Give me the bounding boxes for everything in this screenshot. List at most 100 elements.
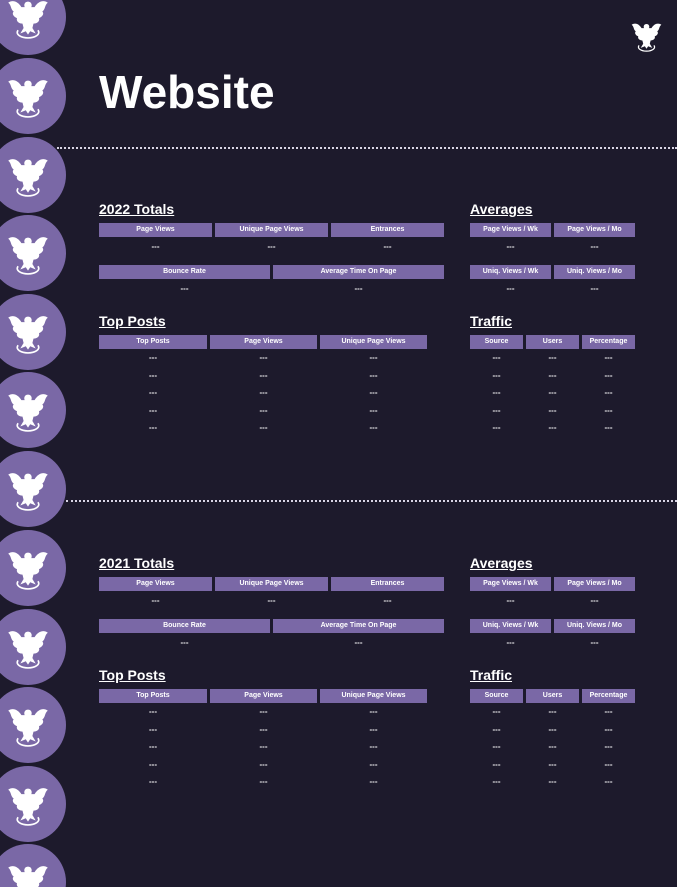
table-header: Uniq. Views / Wk	[470, 265, 551, 279]
table-value: ---	[151, 596, 160, 605]
table-cell: ---	[369, 724, 378, 734]
table-header: Entrances	[331, 223, 444, 237]
table-header: Unique Page Views	[320, 335, 427, 349]
table-cell: ---	[604, 353, 613, 362]
table-cell: ---	[492, 405, 501, 415]
table-value: ---	[590, 596, 599, 605]
table-cell: ---	[492, 759, 501, 769]
table-header: Page Views	[99, 223, 212, 237]
table-cell: ---	[259, 724, 268, 734]
table-value: ---	[506, 638, 515, 647]
table-header: Source	[470, 335, 523, 349]
table-cell: ---	[369, 423, 378, 432]
table-cell: ---	[492, 707, 501, 716]
section-heading: 2021 Totals	[99, 555, 175, 571]
table-value: ---	[506, 284, 515, 293]
table-cell: ---	[149, 370, 157, 380]
table-header: Average Time On Page	[273, 265, 444, 279]
table-cell: ---	[492, 370, 501, 380]
table-cell: ---	[492, 388, 501, 397]
table-cell: ---	[492, 353, 501, 362]
table-cell: ---	[604, 370, 613, 380]
table-cell: ---	[149, 742, 157, 751]
table-cell: ---	[604, 724, 613, 734]
table-cell: ---	[259, 423, 268, 432]
section-heading: Traffic	[470, 667, 513, 683]
table-cell: ---	[548, 777, 557, 786]
table-header: Percentage	[582, 335, 635, 349]
table-cell: ---	[259, 759, 268, 769]
table-header: Page Views / Wk	[470, 577, 551, 591]
section-heading: Top Posts	[99, 667, 166, 683]
side-decoration	[0, 0, 66, 887]
divider	[66, 500, 677, 502]
table-cell: ---	[369, 370, 378, 380]
table-cell: ---	[548, 759, 557, 769]
table-header: Page Views	[210, 335, 317, 349]
table-header: Unique Page Views	[320, 689, 427, 703]
table-value: ---	[590, 284, 599, 293]
table-value: ---	[354, 284, 363, 293]
table-cell: ---	[149, 777, 157, 786]
table-cell: ---	[259, 405, 268, 415]
table-cell: ---	[548, 724, 557, 734]
table-value: ---	[383, 596, 392, 605]
section-heading: 2022 Totals	[99, 201, 175, 217]
table-cell: ---	[548, 353, 557, 362]
table-cell: ---	[548, 388, 557, 397]
table-header: Users	[526, 335, 579, 349]
table-value: ---	[506, 242, 515, 251]
table-cell: ---	[369, 759, 378, 769]
divider	[57, 147, 677, 149]
table-value: ---	[267, 242, 276, 251]
table-cell: ---	[259, 388, 268, 397]
table-header: Users	[526, 689, 579, 703]
table-header: Page Views / Wk	[470, 223, 551, 237]
table-value: ---	[354, 638, 363, 647]
table-header: Percentage	[582, 689, 635, 703]
table-header: Bounce Rate	[99, 265, 270, 279]
table-cell: ---	[369, 777, 378, 786]
table-cell: ---	[604, 759, 613, 769]
table-cell: ---	[149, 759, 157, 769]
table-value: ---	[590, 242, 599, 251]
table-header: Page Views / Mo	[554, 577, 635, 591]
table-header: Uniq. Views / Mo	[554, 265, 635, 279]
table-cell: ---	[548, 707, 557, 716]
table-cell: ---	[149, 405, 157, 415]
table-cell: ---	[149, 353, 157, 362]
table-header: Unique Page Views	[215, 577, 328, 591]
section-heading: Traffic	[470, 313, 513, 329]
table-cell: ---	[149, 724, 157, 734]
table-cell: ---	[604, 405, 613, 415]
table-cell: ---	[548, 742, 557, 751]
table-value: ---	[383, 242, 392, 251]
table-header: Source	[470, 689, 523, 703]
table-value: ---	[506, 596, 515, 605]
table-cell: ---	[369, 707, 378, 716]
table-cell: ---	[369, 405, 378, 415]
table-header: Average Time On Page	[273, 619, 444, 633]
table-header: Top Posts	[99, 689, 207, 703]
table-header: Page Views / Mo	[554, 223, 635, 237]
table-cell: ---	[604, 707, 613, 716]
table-header: Top Posts	[99, 335, 207, 349]
table-cell: ---	[604, 423, 613, 432]
table-cell: ---	[548, 423, 557, 432]
table-cell: ---	[259, 742, 268, 751]
table-header: Bounce Rate	[99, 619, 270, 633]
table-cell: ---	[149, 707, 157, 716]
section-heading: Averages	[470, 201, 533, 217]
table-value: ---	[180, 284, 189, 293]
table-cell: ---	[149, 423, 157, 432]
table-cell: ---	[259, 777, 268, 786]
table-cell: ---	[259, 370, 268, 380]
table-value: ---	[180, 638, 189, 647]
table-header: Uniq. Views / Mo	[554, 619, 635, 633]
table-cell: ---	[259, 353, 268, 362]
table-cell: ---	[492, 742, 501, 751]
table-cell: ---	[604, 742, 613, 751]
table-value: ---	[151, 242, 160, 251]
table-header: Page Views	[210, 689, 317, 703]
